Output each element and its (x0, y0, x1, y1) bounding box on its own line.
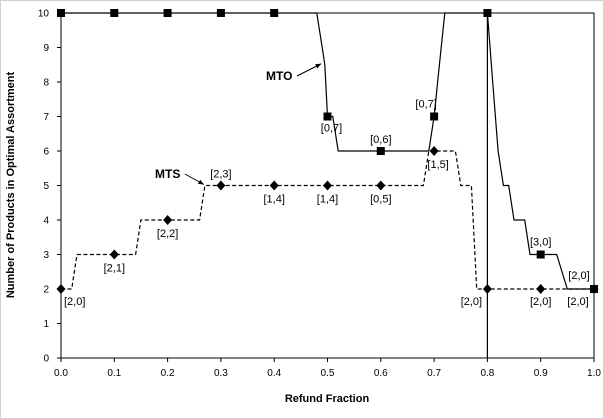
series-callout-label: MTO (266, 69, 292, 83)
series-marker-mts (323, 180, 332, 191)
series-callout-arrowhead (197, 179, 204, 185)
data-annotation: [2,3] (210, 169, 231, 181)
x-tick-label: 0.7 (427, 368, 441, 379)
series-marker-mts (56, 284, 66, 294)
data-annotation: [3,0] (530, 237, 551, 249)
data-annotation: [0,7] (415, 99, 436, 111)
series-callout-label: MTS (155, 167, 180, 181)
series-marker-mts (163, 215, 173, 225)
plot-area: 0.0 0.1 0.2 0.3 0.4 0.5 0.6 0.7 0.8 0.9 1.0 0 1 2 3 4 5 6… (38, 9, 602, 380)
series-callout-arrowhead (315, 63, 322, 69)
data-annotation: [2,0] (64, 296, 85, 308)
y-tick-label: 0 (43, 354, 49, 365)
series-marker-mts (269, 180, 279, 191)
series-line-mto (316, 12, 488, 152)
y-tick-label: 4 (43, 216, 49, 227)
data-annotation: [2,1] (104, 263, 125, 275)
series-marker-mto (590, 285, 598, 293)
y-tick-label: 3 (43, 250, 49, 261)
series-marker-mts (429, 146, 439, 156)
series-marker-mto (536, 250, 545, 259)
series-line-mts (61, 150, 594, 290)
series-marker-mts (109, 249, 119, 260)
series-marker-mto (57, 9, 65, 17)
series-marker-mto (430, 112, 439, 121)
series-marker-mts (216, 180, 226, 191)
data-annotation: [1,4] (263, 194, 284, 206)
y-tick-label: 2 (43, 285, 49, 296)
x-tick-label: 0.1 (107, 368, 121, 379)
x-tick-label: 0.0 (54, 368, 68, 379)
x-tick-label: 0.4 (267, 368, 281, 379)
x-tick-label: 0.2 (161, 368, 175, 379)
y-tick-label: 8 (43, 78, 49, 89)
x-tick-label: 0.8 (480, 368, 494, 379)
series-marker-mts (376, 180, 386, 191)
data-annotation: [2,2] (157, 228, 178, 240)
series-marker-mto (270, 9, 279, 17)
x-tick-label: 0.5 (321, 368, 335, 379)
x-tick-label: 0.6 (374, 368, 388, 379)
x-tick-label: 0.9 (534, 368, 548, 379)
x-axis-title: Refund Fraction (285, 393, 370, 405)
x-tick-label: 1.0 (587, 368, 601, 379)
data-annotation: [1,5] (427, 159, 448, 171)
data-annotation: [1,4] (317, 194, 338, 206)
y-tick-label: 10 (38, 9, 50, 20)
y-axis-title: Number of Products in Optimal Assortment (5, 71, 17, 298)
data-annotation: [0,7] (321, 123, 342, 135)
y-tick-label: 5 (43, 181, 49, 192)
series-marker-mts (536, 284, 546, 294)
series-marker-mto (216, 9, 225, 17)
y-tick-label: 1 (43, 319, 49, 330)
series-marker-mto (110, 9, 119, 17)
data-annotation: [2,0] (530, 296, 551, 308)
data-annotation: [2,0] (568, 270, 589, 282)
data-annotation: [0,6] (370, 134, 391, 146)
x-tick-label: 0.3 (214, 368, 228, 379)
series-marker-mto (483, 9, 492, 17)
y-tick-label: 7 (43, 112, 49, 123)
data-annotation: [2,0] (567, 296, 588, 308)
data-annotation: [2,0] (461, 296, 482, 308)
series-marker-mto (163, 9, 172, 17)
series-marker-mto (323, 112, 332, 121)
series-line-mto (486, 12, 594, 358)
y-tick-label: 9 (43, 43, 49, 54)
y-tick-label: 6 (43, 147, 49, 158)
data-annotation: [0,5] (370, 194, 391, 206)
series-marker-mto (376, 147, 385, 155)
